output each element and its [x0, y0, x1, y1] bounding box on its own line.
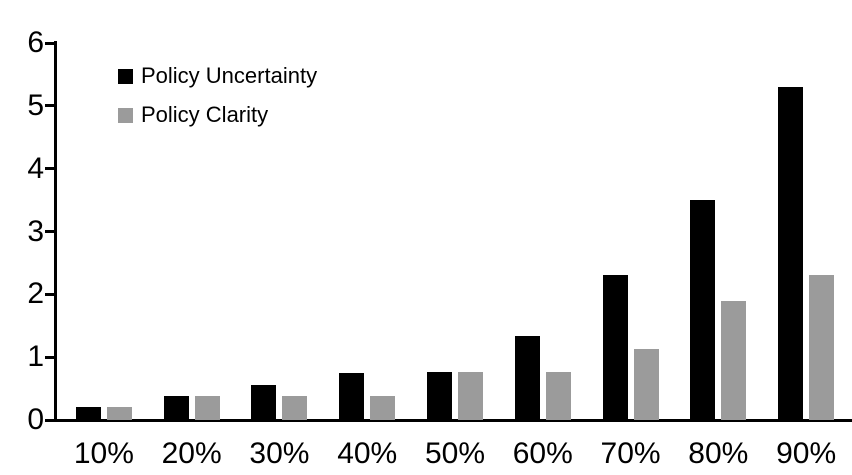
y-axis-tick-label: 2: [27, 277, 44, 311]
y-axis-tick-label: 6: [27, 26, 44, 59]
legend-label-policy-uncertainty: Policy Uncertainty: [141, 63, 318, 88]
x-axis-tick-label: 60%: [512, 437, 573, 470]
policy-clarity-bar: [370, 396, 396, 420]
policy-uncertainty-bar: [514, 336, 540, 420]
y-axis-tick-label: 4: [27, 151, 44, 185]
policy-clarity-bar: [633, 348, 659, 420]
x-axis-tick-label: 80%: [688, 437, 749, 470]
y-axis-tick-label: 1: [27, 340, 44, 374]
legend-label-policy-clarity: Policy Clarity: [141, 102, 269, 127]
policy-uncertainty-bar: [602, 275, 628, 420]
policy-clarity-bar: [721, 300, 747, 420]
legend-item-policy-clarity: Policy Clarity: [118, 102, 317, 127]
legend-swatch-policy-clarity: [118, 107, 133, 123]
policy-clarity-bar: [106, 407, 132, 420]
policy-uncertainty-bar: [427, 371, 452, 420]
x-axis-tick-label: 10%: [73, 437, 134, 470]
x-axis-line: [45, 419, 852, 422]
x-axis-tick-label: 40%: [337, 437, 398, 470]
y-tick-mark: [45, 355, 57, 359]
policy-clarity-bar: [282, 396, 308, 420]
policy-uncertainty-bar: [163, 396, 189, 420]
policy-uncertainty-bar: [75, 407, 101, 420]
x-axis-tick-label: 20%: [161, 437, 222, 470]
y-axis-tick-label: 5: [27, 88, 44, 122]
policy-uncertainty-bar: [778, 86, 804, 420]
chart-legend: Policy Uncertainty Policy Clarity: [118, 63, 318, 142]
legend-swatch-policy-uncertainty: [118, 68, 133, 84]
policy-clarity-bar: [809, 275, 835, 420]
x-axis-tick-label: 30%: [249, 437, 310, 470]
x-axis-tick-label: 90%: [776, 437, 837, 470]
x-axis-tick-label: 70%: [600, 437, 661, 470]
policy-uncertainty-bar: [339, 372, 365, 420]
y-axis-tick-label: 3: [27, 214, 44, 248]
y-axis-line: [54, 41, 57, 422]
policy-uncertainty-bar: [690, 200, 716, 420]
policy-clarity-bar: [194, 396, 220, 420]
y-tick-mark: [45, 230, 57, 233]
legend-item-policy-uncertainty: Policy Uncertainty: [118, 63, 318, 88]
policy-clarity-bar: [458, 371, 483, 420]
y-tick-mark: [45, 104, 57, 108]
x-axis-tick-label: 50%: [424, 437, 486, 470]
y-tick-mark: [45, 167, 57, 171]
policy-clarity-bar: [545, 371, 571, 420]
y-axis-tick-label: 0: [27, 403, 44, 436]
y-tick-mark: [45, 41, 57, 45]
policy-uncertainty-bar: [251, 385, 277, 420]
y-tick-mark: [45, 292, 57, 296]
